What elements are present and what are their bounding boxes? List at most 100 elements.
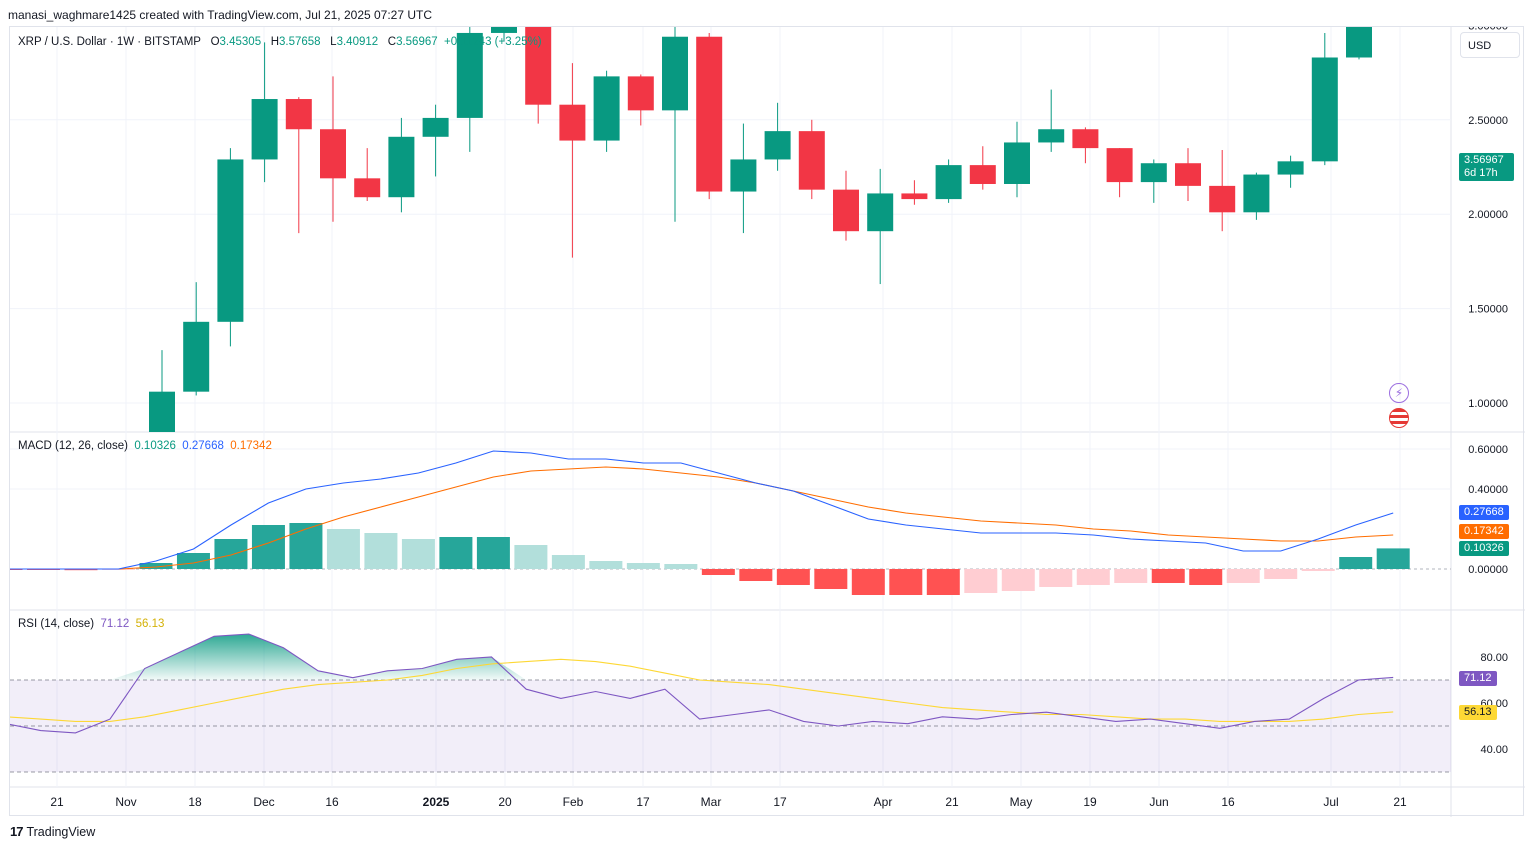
macd-value: 0.27668 (182, 440, 224, 452)
time-tick-label: Dec (253, 795, 274, 809)
macd-histogram-bar (626, 563, 660, 569)
macd-histogram-bar (1151, 569, 1185, 583)
time-tick-label: Jun (1149, 795, 1168, 809)
symbol-name[interactable]: XRP / U.S. Dollar · 1W · BITSTAMP (18, 36, 201, 48)
macd-histogram-bar (1301, 569, 1335, 571)
rsi-ma-value: 56.13 (135, 618, 165, 630)
close-label: C (387, 36, 397, 48)
time-tick-label: 21 (945, 795, 959, 809)
macd-histogram-bar (551, 555, 585, 569)
candle-body (456, 32, 483, 118)
chart-frame[interactable]: 4.500004.000003.000002.500002.000001.500… (9, 26, 1525, 817)
time-tick-label: Mar (701, 795, 722, 809)
price-tick-label: 2.50000 (1468, 115, 1508, 127)
macd-histogram-bar (514, 545, 548, 569)
macd-hist-value: 0.10326 (134, 440, 176, 452)
macd-histogram-bar (589, 561, 623, 569)
hist-price-tag: 0.10326 (1459, 541, 1509, 556)
price-tick-label: 1.00000 (1468, 398, 1508, 410)
footer: 17 TradingView (10, 824, 95, 839)
candle-body (183, 321, 210, 392)
time-tick-label: 17 (636, 795, 650, 809)
candle-body (593, 76, 620, 141)
credit-text: manasi_waghmare1425 created with Trading… (8, 8, 433, 22)
macd-tick-label: 0.60000 (1468, 444, 1508, 456)
last-price-tag: 3.56967 6d 17h (1459, 153, 1514, 181)
macd-histogram-bar (364, 533, 398, 569)
macd-signal-value: 0.17342 (230, 440, 272, 452)
time-tick-label: Jul (1323, 795, 1338, 809)
macd-histogram-bar (326, 529, 360, 569)
candle-body (730, 159, 757, 192)
macd-histogram-bar (1264, 569, 1298, 579)
candle-body (1346, 27, 1372, 58)
currency-button[interactable]: USD (1460, 32, 1520, 58)
rsi-value: 71.12 (100, 618, 130, 630)
price-tick-label: 3.00000 (1468, 27, 1508, 32)
last-price-value: 3.56967 (1464, 154, 1504, 166)
macd-price-tag: 0.27668 (1459, 505, 1509, 520)
rsi-title[interactable]: RSI (14, close) (18, 618, 95, 630)
time-tick-label: 2025 (423, 795, 450, 809)
time-tick-label: 18 (188, 795, 202, 809)
candle-body (662, 36, 688, 111)
candle-body (388, 136, 415, 198)
macd-histogram-bar (1226, 569, 1260, 583)
candle-body (1175, 163, 1201, 186)
rsi-ma-line (10, 658, 1394, 722)
macd-histogram-bar (964, 569, 998, 593)
close-value: 3.56967 (396, 36, 438, 48)
macd-histogram-bar (64, 569, 98, 571)
price-tick-label: 2.00000 (1468, 209, 1508, 221)
macd-legend: MACD (12, 26, close) 0.10326 0.27668 0.1… (18, 440, 272, 452)
signal-price-tag: 0.17342 (1459, 524, 1509, 539)
chart-canvas[interactable]: 4.500004.000003.000002.500002.000001.500… (10, 27, 1525, 817)
time-tick-label: 19 (1083, 795, 1097, 809)
candle-body (285, 99, 312, 130)
candle-body (1004, 142, 1030, 184)
rsi-line (10, 633, 1394, 734)
lightning-icon[interactable]: ⚡ (1389, 383, 1409, 403)
macd-histogram-bar (1339, 557, 1373, 569)
us-flag-icon[interactable] (1389, 408, 1409, 428)
macd-histogram-bar (851, 569, 885, 595)
macd-histogram-bar (1076, 569, 1110, 585)
time-tick-label: Nov (115, 795, 136, 809)
macd-histogram-bar (814, 569, 848, 589)
candle-body (559, 104, 586, 141)
macd-histogram-bar (1189, 569, 1223, 585)
candle-body (251, 99, 278, 160)
open-value: 3.45305 (219, 36, 262, 48)
rsi-price-tag: 71.12 (1459, 671, 1497, 686)
low-value: 3.40912 (336, 36, 379, 48)
high-label: H (270, 36, 279, 48)
high-value: 3.57658 (279, 36, 321, 48)
candle-body (627, 76, 654, 111)
time-tick-label: 16 (1221, 795, 1235, 809)
macd-histogram-bar (476, 537, 510, 569)
candle-body (320, 129, 346, 179)
footer-brand[interactable]: TradingView (26, 824, 96, 839)
macd-histogram-bar (289, 523, 323, 569)
macd-histogram-bar (139, 563, 173, 569)
candle-body (901, 193, 928, 200)
macd-tick-label: 0.00000 (1468, 564, 1508, 576)
candle-body (1038, 129, 1065, 143)
tradingview-logo-icon[interactable]: 17 (10, 824, 24, 839)
macd-title[interactable]: MACD (12, 26, close) (18, 440, 128, 452)
macd-histogram-bar (1001, 569, 1035, 591)
open-label: O (210, 36, 220, 48)
candle-body (1243, 174, 1270, 213)
bar-countdown: 6d 17h (1464, 167, 1498, 179)
candle-body (422, 117, 449, 137)
time-tick-label: 21 (1393, 795, 1407, 809)
candle-body (1072, 129, 1099, 149)
macd-histogram-bar (739, 569, 773, 581)
macd-histogram-bar (176, 553, 210, 569)
rsi-tick-label: 80.00 (1480, 652, 1508, 664)
macd-histogram-bar (1376, 548, 1410, 569)
candle-body (1106, 148, 1133, 183)
candle-body (149, 391, 175, 432)
macd-histogram-bar (401, 539, 435, 569)
macd-signal-line (10, 466, 1394, 570)
